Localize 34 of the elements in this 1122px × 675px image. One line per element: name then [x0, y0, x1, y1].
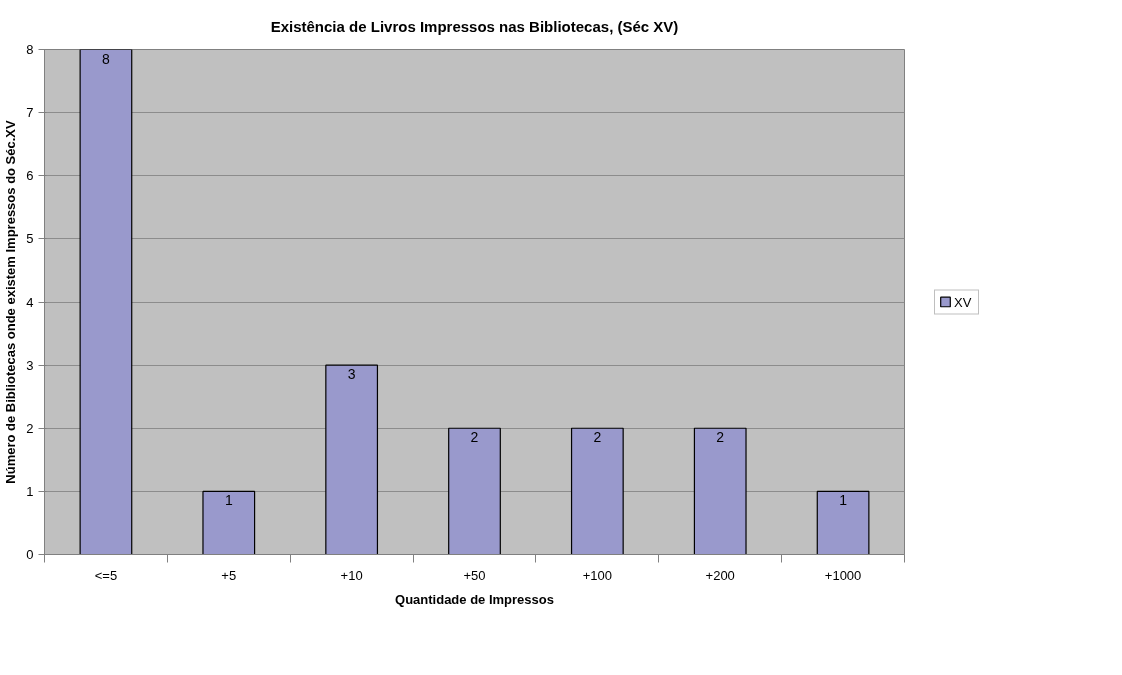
x-tick-label: +5 — [221, 567, 237, 583]
y-tick-label: 3 — [26, 357, 34, 373]
data-label: 1 — [839, 492, 848, 509]
bar — [816, 490, 870, 555]
y-tick-label: 2 — [26, 420, 34, 436]
bar — [448, 427, 501, 555]
data-label: 8 — [102, 50, 111, 67]
bar — [693, 427, 747, 555]
legend-label: XV — [954, 294, 973, 309]
y-tick-label: 6 — [26, 168, 34, 184]
y-axis-title: Número de Bibliotecas onde existem Impressos do Séc.XV — [3, 119, 19, 484]
bar — [570, 427, 624, 555]
x-tick-label: +1000 — [824, 567, 862, 583]
x-axis-title: Quantidade de Impressos — [395, 591, 554, 607]
bar — [79, 49, 133, 555]
y-tick-label: 8 — [26, 42, 34, 57]
y-tick-label: 5 — [26, 231, 34, 247]
data-label: 1 — [224, 492, 233, 509]
x-tick-label: +200 — [705, 567, 735, 583]
y-tick-label: 4 — [26, 294, 34, 310]
bar — [202, 490, 256, 555]
x-tick-label: <=5 — [94, 567, 118, 583]
x-tick-label: +10 — [340, 567, 363, 583]
y-tick-label: 0 — [26, 547, 34, 562]
y-tick-label: 7 — [26, 105, 34, 121]
x-tick-label: +50 — [463, 567, 486, 583]
x-tick-label: +100 — [582, 567, 613, 583]
data-label: 3 — [347, 366, 356, 383]
bar — [325, 364, 379, 555]
chart-title: Existência de Livros Impressos nas Bibliotecas, (Séc XV) — [270, 17, 679, 35]
y-tick-label: 1 — [26, 483, 34, 499]
data-label: 2 — [716, 429, 725, 446]
data-label: 2 — [593, 429, 602, 446]
data-label: 2 — [470, 429, 479, 446]
